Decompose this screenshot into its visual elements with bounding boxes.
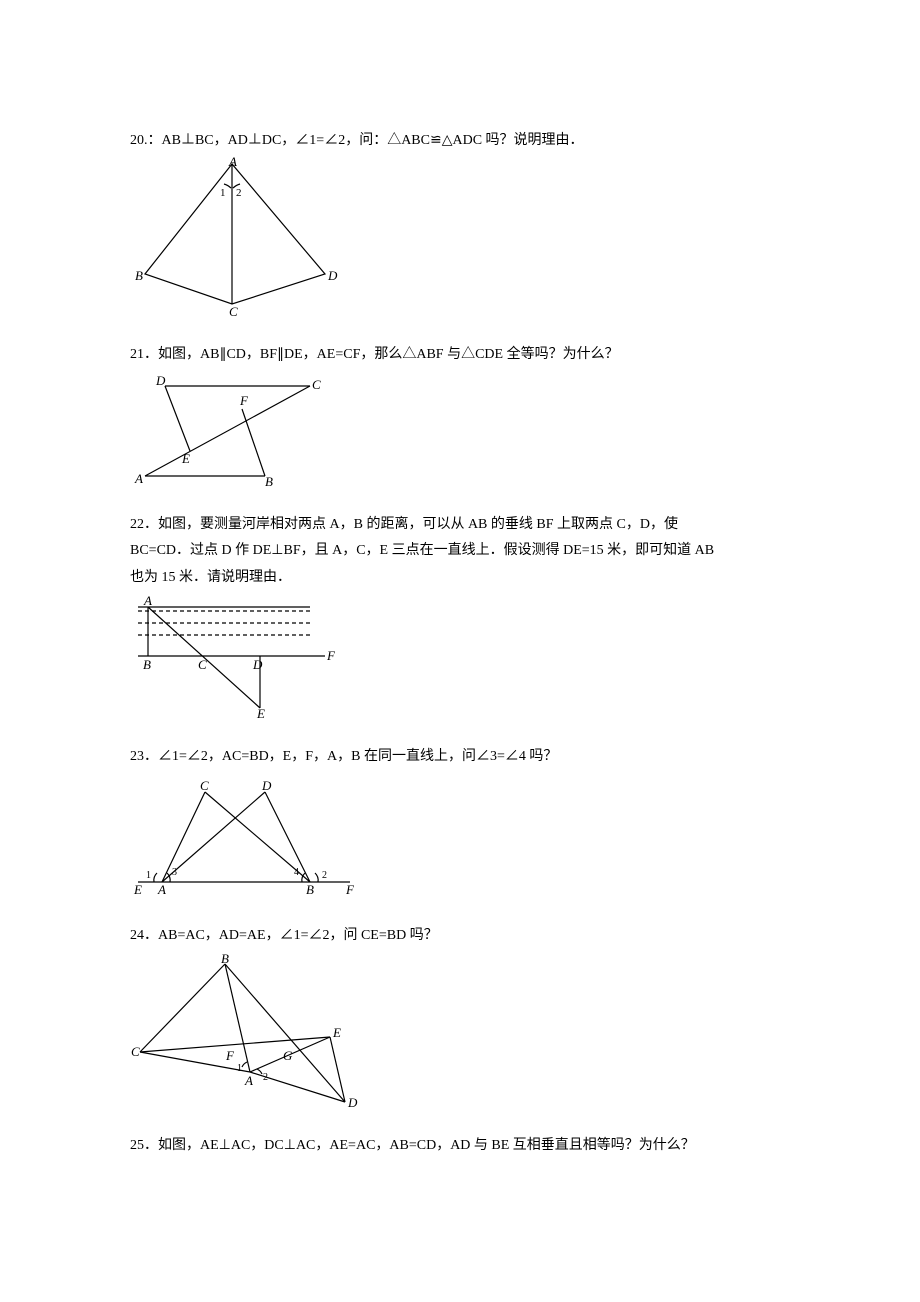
fig24-label-F: F	[225, 1048, 235, 1063]
fig22-label-A: A	[143, 593, 152, 608]
fig24-label-D: D	[347, 1095, 358, 1107]
problem-22: 22．如图，要测量河岸相对两点 A，B 的距离，可以从 AB 的垂线 BF 上取…	[130, 514, 790, 718]
fig21-label-C: C	[312, 377, 321, 392]
fig24-label-E: E	[332, 1025, 341, 1040]
fig20-label-1: 1	[220, 187, 226, 199]
fig22-label-D: D	[252, 657, 263, 672]
fig23-label-A: A	[157, 882, 166, 897]
problem-23-text: 23．∠1=∠2，AC=BD，E，F，A，B 在同一直线上，问∠3=∠4 吗？	[130, 746, 790, 768]
fig20-label-2: 2	[236, 187, 242, 199]
fig21-label-D: D	[155, 373, 166, 388]
fig24-label-2: 2	[263, 1072, 268, 1083]
problem-20-number: 20.	[130, 133, 148, 148]
fig24-label-C: C	[131, 1044, 140, 1059]
fig23-label-E: E	[133, 882, 142, 897]
fig22-label-B: B	[143, 657, 151, 672]
fig23-label-2: 2	[322, 870, 327, 881]
problem-24-number: 24．	[130, 928, 158, 943]
problem-23-number: 23．	[130, 749, 158, 764]
fig24-label-1: 1	[237, 1063, 242, 1074]
fig23-label-3: 3	[172, 867, 177, 878]
problem-22-figure: A B C D E F	[130, 593, 790, 718]
problem-21-figure: A B C D E F	[130, 371, 790, 486]
problem-20: 20.：AB⊥BC，AD⊥DC，∠1=∠2，问：△ABC≌△ADC 吗？说明理由…	[130, 130, 790, 316]
fig23-label-D: D	[261, 778, 272, 793]
problem-25: 25．如图，AE⊥AC，DC⊥AC，AE=AC，AB=CD，AD 与 BE 互相…	[130, 1135, 790, 1157]
problem-20-body: ：AB⊥BC，AD⊥DC，∠1=∠2，问：△ABC≌△ADC 吗？说明理由．	[148, 133, 584, 148]
problem-25-text: 25．如图，AE⊥AC，DC⊥AC，AE=AC，AB=CD，AD 与 BE 互相…	[130, 1135, 790, 1157]
fig21-label-E: E	[181, 451, 190, 466]
problem-21-body: 如图，AB∥CD，BF∥DE，AE=CF，那么△ABF 与△CDE 全等吗？为什…	[158, 347, 619, 362]
problem-24: 24．AB=AC，AD=AE，∠1=∠2，问 CE=BD 吗？ A	[130, 925, 790, 1106]
problem-21-number: 21．	[130, 347, 158, 362]
problem-25-body: 如图，AE⊥AC，DC⊥AC，AE=AC，AB=CD，AD 与 BE 互相垂直且…	[158, 1138, 695, 1153]
problem-25-number: 25．	[130, 1138, 158, 1153]
problem-23-figure: E A B F C D 1 3 4 2	[130, 772, 790, 897]
problem-22-line1: 如图，要测量河岸相对两点 A，B 的距离，可以从 AB 的垂线 BF 上取两点 …	[158, 517, 678, 532]
problem-22-number: 22．	[130, 517, 158, 532]
fig23-label-1: 1	[146, 870, 151, 881]
fig22-label-F: F	[326, 648, 336, 663]
problem-21-text: 21．如图，AB∥CD，BF∥DE，AE=CF，那么△ABF 与△CDE 全等吗…	[130, 344, 790, 366]
fig24-label-B: B	[221, 952, 229, 966]
fig21-label-F: F	[239, 393, 249, 408]
fig22-label-E: E	[256, 706, 265, 718]
fig24-label-A: A	[244, 1073, 253, 1088]
fig23-label-C: C	[200, 778, 209, 793]
problem-22-text: 22．如图，要测量河岸相对两点 A，B 的距离，可以从 AB 的垂线 BF 上取…	[130, 514, 790, 536]
fig23-label-F: F	[345, 882, 355, 897]
fig21-label-B: B	[265, 474, 273, 486]
fig20-label-C: C	[229, 304, 238, 316]
fig21-label-A: A	[134, 471, 143, 486]
problem-24-text: 24．AB=AC，AD=AE，∠1=∠2，问 CE=BD 吗？	[130, 925, 790, 947]
fig22-label-C: C	[198, 657, 207, 672]
fig20-label-A: A	[228, 156, 237, 169]
problem-24-body: AB=AC，AD=AE，∠1=∠2，问 CE=BD 吗？	[158, 928, 438, 943]
fig20-label-B: B	[135, 268, 143, 283]
fig20-label-D: D	[327, 268, 338, 283]
problem-22-line2: BC=CD．过点 D 作 DE⊥BF，且 A，C，E 三点在一直线上．假设测得 …	[130, 540, 790, 562]
problem-20-text: 20.：AB⊥BC，AD⊥DC，∠1=∠2，问：△ABC≌△ADC 吗？说明理由…	[130, 130, 790, 152]
problem-24-figure: A B C D E F G 1 2	[130, 952, 790, 1107]
problem-23: 23．∠1=∠2，AC=BD，E，F，A，B 在同一直线上，问∠3=∠4 吗？ …	[130, 746, 790, 897]
fig24-label-G: G	[283, 1048, 293, 1063]
fig23-label-B: B	[306, 882, 314, 897]
problem-23-body: ∠1=∠2，AC=BD，E，F，A，B 在同一直线上，问∠3=∠4 吗？	[158, 749, 557, 764]
fig23-label-4: 4	[294, 867, 299, 878]
problem-21: 21．如图，AB∥CD，BF∥DE，AE=CF，那么△ABF 与△CDE 全等吗…	[130, 344, 790, 485]
problem-22-line3: 也为 15 米．请说明理由．	[130, 567, 790, 589]
problem-20-figure: A B C D 1 2	[130, 156, 790, 316]
